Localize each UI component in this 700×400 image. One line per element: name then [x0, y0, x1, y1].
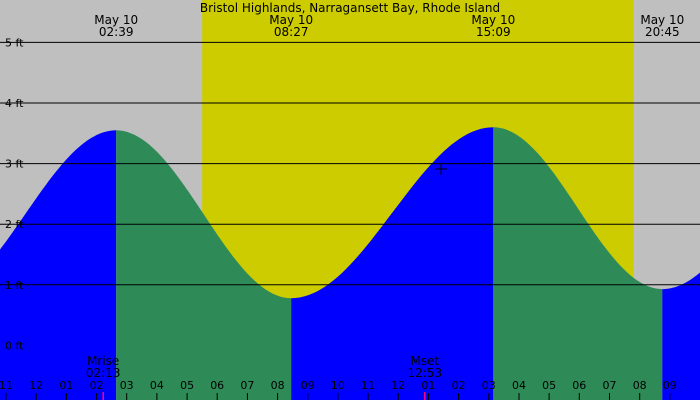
- gridlines: [0, 41, 700, 286]
- x-tick-label: 03: [120, 379, 134, 392]
- x-tick-label: 02: [90, 379, 104, 392]
- x-tick-label: 06: [210, 379, 224, 392]
- x-tick-label: 05: [542, 379, 556, 392]
- y-tick-label: 5 ft: [5, 36, 24, 49]
- x-axis: 11 12 01 02 03 04 05 06 07 08 09 10 11 12 01 02 03 04 05 06…: [0, 379, 677, 400]
- x-tick-label: 08: [271, 379, 285, 392]
- y-tick-label: 3 ft: [5, 158, 24, 171]
- falling-tide-area: [116, 130, 292, 400]
- falling-tide-area: [493, 127, 663, 400]
- extreme-date-label: May 10: [640, 13, 684, 27]
- x-tick-label: 11: [361, 379, 375, 392]
- x-tick-label: 09: [301, 379, 315, 392]
- extreme-date-label: May 10: [471, 13, 515, 27]
- rising-tide-area: [0, 130, 117, 400]
- x-tick-label: 07: [240, 379, 254, 392]
- x-tick-label: 12: [29, 379, 43, 392]
- moon-event-label: Mrise: [87, 354, 119, 368]
- extreme-date-label: May 10: [269, 13, 313, 27]
- cursor-crosshair-icon: [435, 163, 447, 175]
- x-tick-label: 04: [512, 379, 526, 392]
- extreme-time-label: 02:39: [99, 25, 134, 39]
- x-tick-label: 07: [603, 379, 617, 392]
- rising-tide-area: [662, 272, 700, 400]
- y-tick-label: 1 ft: [5, 279, 24, 292]
- extreme-time-label: 20:45: [645, 25, 680, 39]
- x-tick-label: 11: [0, 379, 13, 392]
- x-tick-label: 06: [572, 379, 586, 392]
- rising-tide-area: [291, 127, 494, 400]
- y-tick-label: 4 ft: [5, 97, 24, 110]
- extreme-date-label: May 10: [94, 13, 138, 27]
- x-tick-label: 12: [391, 379, 405, 392]
- chart-title: Bristol Highlands, Narragansett Bay, Rho…: [200, 1, 500, 15]
- extreme-time-label: 08:27: [274, 25, 309, 39]
- x-tick-label: 08: [633, 379, 647, 392]
- moon-event-time: 12:53: [408, 366, 443, 380]
- x-tick-label: 03: [482, 379, 496, 392]
- y-tick-label: 0 ft: [5, 340, 24, 353]
- y-axis-labels: 5 ft4 ft3 ft2 ft1 ft0 ft-1 ft: [5, 36, 24, 353]
- x-tick-label: 04: [150, 379, 164, 392]
- x-tick-label: 01: [421, 379, 435, 392]
- y-tick-label: 2 ft: [5, 218, 24, 231]
- x-tick-label: 02: [452, 379, 466, 392]
- x-tick-label: 01: [59, 379, 73, 392]
- x-tick-label: 10: [331, 379, 345, 392]
- tide-areas: [0, 127, 700, 400]
- extreme-time-label: 15:09: [476, 25, 511, 39]
- x-tick-label: 09: [663, 379, 677, 392]
- moon-event-label: Mset: [410, 354, 439, 368]
- moon-event-time: 02:13: [86, 366, 121, 380]
- x-tick-label: 05: [180, 379, 194, 392]
